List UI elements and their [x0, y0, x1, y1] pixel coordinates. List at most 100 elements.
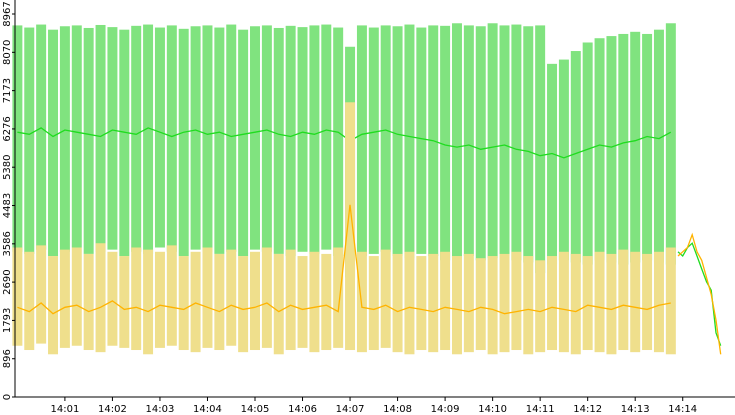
range-bar [416, 27, 427, 254]
range-bar [119, 29, 130, 257]
range-bar [59, 26, 70, 252]
x-tick-label: 14:01 [50, 404, 79, 415]
range-bar [356, 25, 367, 257]
range-bar [451, 256, 462, 355]
range-bar [594, 251, 605, 353]
series-line [17, 204, 671, 315]
range-bar [226, 24, 237, 252]
x-tick-label: 14:14 [668, 404, 697, 415]
y-tick-label: 5380 [2, 154, 13, 179]
range-bar [12, 247, 23, 346]
range-bar [440, 251, 451, 351]
range-bar [202, 247, 213, 348]
range-bar [95, 243, 106, 353]
y-tick-label: 6276 [2, 116, 13, 141]
range-bar [463, 25, 474, 257]
range-bar [523, 26, 534, 263]
y-tick-label: 2690 [2, 269, 13, 294]
y-tick-label: 0 [2, 394, 13, 400]
range-bar [416, 256, 427, 351]
range-bar [487, 256, 498, 355]
range-bar [333, 247, 344, 348]
x-tick-label: 14:07 [336, 404, 365, 415]
range-bar [24, 27, 35, 254]
range-bar [178, 28, 189, 257]
range-bar [582, 42, 593, 265]
range-bar [558, 251, 569, 353]
range-bar [250, 26, 260, 250]
range-bar [535, 25, 546, 274]
range-bar [131, 247, 142, 351]
y-tick-label: 4483 [2, 193, 13, 218]
range-bar [499, 253, 510, 353]
range-bar [250, 251, 260, 351]
x-tick-label: 14:13 [621, 404, 650, 415]
x-tick-label: 14:02 [98, 404, 127, 415]
range-bar [83, 27, 94, 254]
range-bar [511, 24, 522, 261]
range-bar [131, 25, 142, 252]
range-bar [238, 29, 249, 257]
range-bar [345, 102, 356, 351]
series-line [17, 127, 672, 159]
range-bar [630, 251, 641, 353]
range-bar [119, 256, 130, 348]
range-bar [143, 249, 154, 355]
range-bar [630, 31, 641, 263]
y-tick-label: 3586 [2, 231, 13, 256]
x-tick-label: 14:06 [288, 404, 317, 415]
range-bar [297, 27, 308, 252]
range-bar [547, 256, 558, 351]
range-bar [309, 25, 320, 254]
range-bar [190, 26, 201, 250]
range-bar [499, 25, 510, 257]
range-bar [214, 253, 225, 351]
range-bar [178, 256, 189, 351]
range-bar [333, 27, 344, 257]
range-bar [95, 24, 106, 252]
range-bar [594, 38, 605, 261]
range-bar [570, 51, 581, 263]
range-bar [309, 251, 320, 353]
range-bar [143, 24, 154, 254]
range-bar [523, 256, 534, 355]
range-bar [392, 253, 403, 353]
range-bar [83, 253, 94, 351]
range-bar [618, 249, 629, 351]
range-bar [368, 27, 379, 254]
x-tick-label: 14:11 [526, 404, 555, 415]
range-bar [12, 25, 23, 252]
x-tick-label: 14:08 [383, 404, 412, 415]
range-bar [261, 247, 272, 348]
x-tick-label: 14:04 [193, 404, 222, 415]
y-tick-label: 1793 [2, 308, 13, 333]
range-bar [297, 256, 308, 348]
range-bar [107, 251, 118, 346]
range-bar [665, 247, 676, 355]
range-bar [570, 253, 581, 355]
range-bar [404, 251, 415, 355]
range-bar [380, 25, 391, 252]
series-line [677, 232, 722, 355]
range-bar [642, 253, 653, 351]
range-bar [48, 29, 59, 257]
range-bar [618, 33, 629, 265]
range-bar [166, 245, 177, 346]
range-bar [606, 253, 617, 355]
range-bar [606, 36, 617, 263]
range-bar [547, 63, 558, 265]
range-bar [273, 253, 284, 355]
range-bar [261, 25, 272, 252]
range-bar [368, 256, 379, 351]
range-bar [166, 25, 177, 252]
range-bar [36, 245, 47, 344]
range-bar [428, 253, 439, 353]
range-bar [59, 249, 70, 348]
range-bar [535, 260, 546, 353]
range-bar [154, 27, 165, 248]
range-bar [238, 256, 249, 353]
range-bar [653, 251, 664, 353]
range-bar [380, 249, 391, 348]
range-bar [440, 25, 451, 261]
